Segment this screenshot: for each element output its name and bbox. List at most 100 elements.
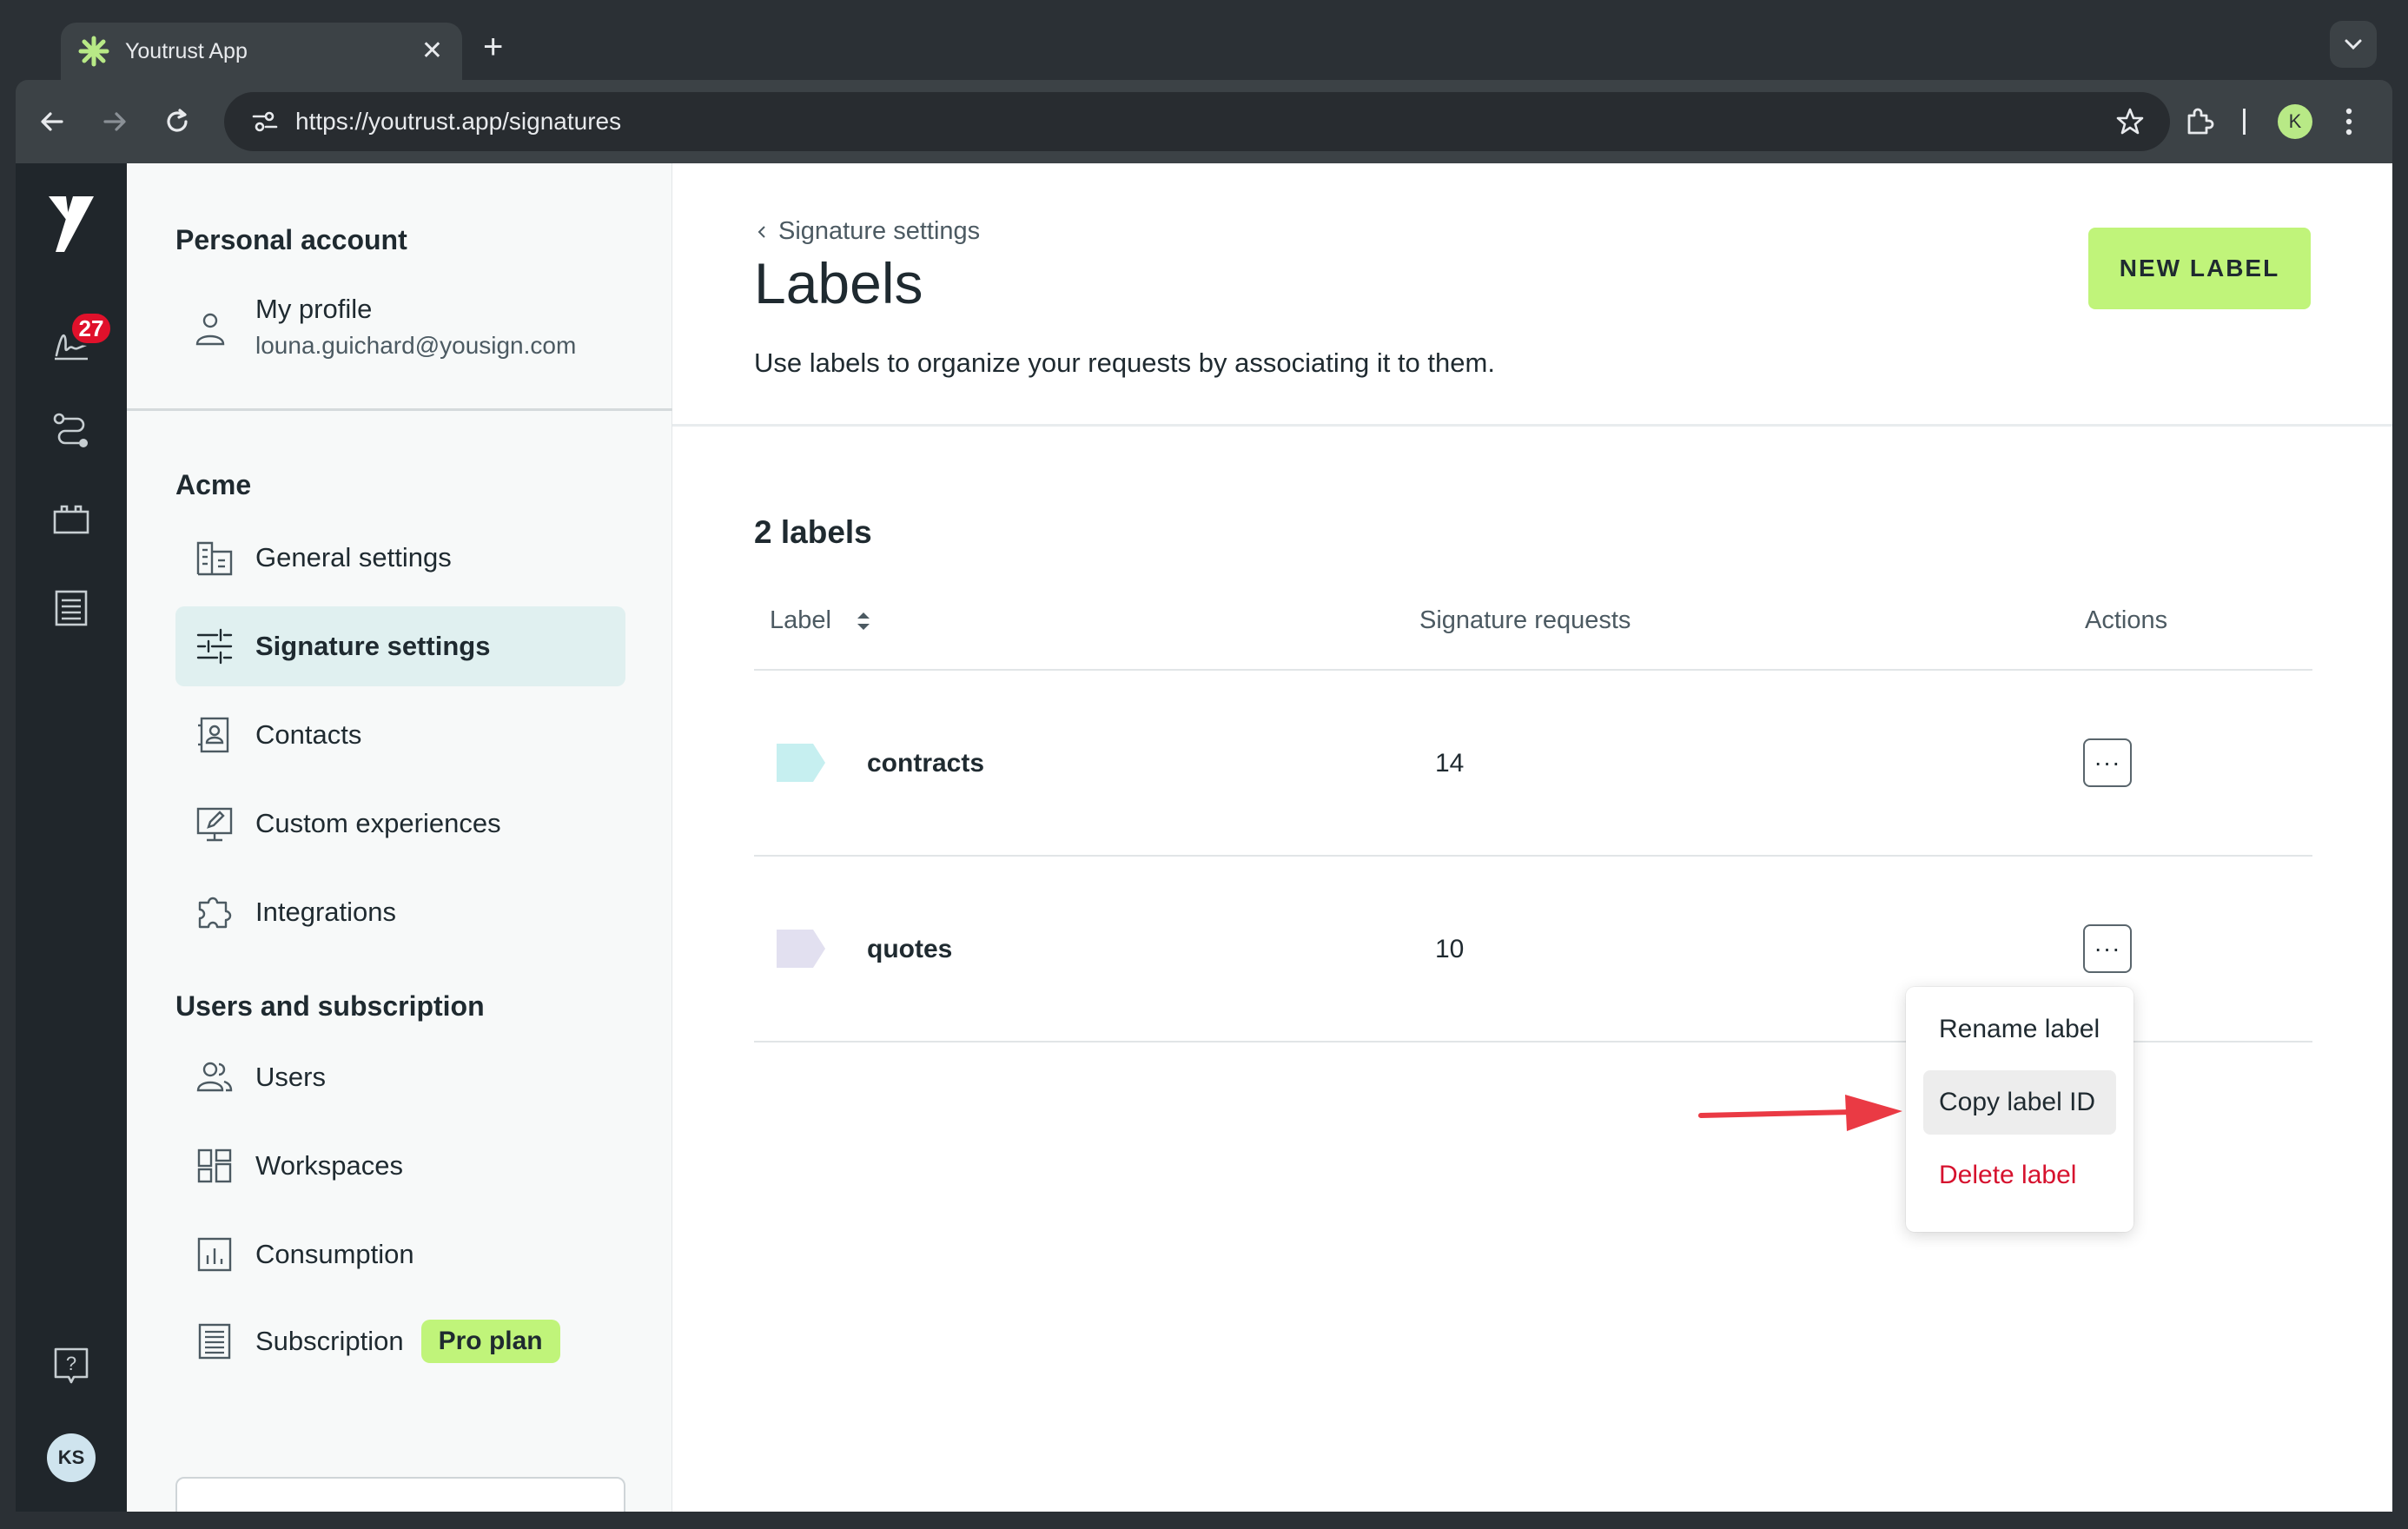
browser-menu-icon[interactable] [2344,101,2354,142]
browser-toolbar: https://youtrust.app/signatures K [16,80,2392,163]
column-header-requests: Signature requests [1419,606,1631,635]
column-label-text: Label [770,606,831,634]
sidebar-item-label: Users [255,1062,326,1092]
new-label-button[interactable]: NEW LABEL [2088,228,2311,309]
row-actions-button[interactable]: ··· [2083,924,2132,973]
label-tag-icon [777,744,825,782]
header-divider [672,424,2392,427]
svg-text:?: ? [66,1353,76,1374]
sidebar-item-workspaces[interactable]: Workspaces [175,1126,625,1206]
grid-icon [193,1144,236,1188]
receipt-icon [193,1320,236,1363]
label-name: quotes [867,935,953,963]
reload-icon[interactable] [158,103,196,141]
users-icon [193,1056,236,1099]
browser-tab-strip: Youtrust App ✕ + [0,0,2408,80]
table-divider [754,855,2312,857]
sidebar-item-contacts[interactable]: Contacts [175,695,625,775]
sidebar-item-subscription[interactable]: Subscription Pro plan [175,1301,625,1381]
browser-profile-avatar[interactable]: K [2278,104,2312,139]
youtrust-favicon-icon [78,36,109,67]
monitor-pen-icon [193,802,236,845]
templates-icon[interactable] [45,493,97,546]
bar-chart-icon [193,1233,236,1276]
forward-arrow-icon[interactable] [96,103,134,141]
column-requests-text: Signature requests [1419,606,1631,634]
sidebar-item-users[interactable]: Users [175,1037,625,1117]
contacts-icon [193,713,236,757]
sidebar-item-label: Signature settings [255,631,491,661]
bookmark-star-icon[interactable] [2114,106,2146,137]
user-icon [193,294,236,360]
new-tab-icon[interactable]: + [483,28,504,66]
profile-name: My profile [255,294,373,324]
browser-tab[interactable]: Youtrust App ✕ [61,23,462,80]
row-actions-menu: Rename label Copy label ID Delete label [1906,987,2133,1232]
sidebar-item-label: General settings [255,542,452,573]
sidebar-item-label: Workspaces [255,1150,403,1181]
sidebar-divider [127,408,672,411]
label-name: contracts [867,749,985,778]
pro-plan-badge: Pro plan [420,1320,560,1363]
puzzle-icon [193,890,236,934]
tab-search-button[interactable] [2330,21,2377,68]
copy-label-id-option[interactable]: Copy label ID [1923,1070,2116,1135]
building-icon [193,536,236,579]
annotation-arrow-icon [1698,1095,1902,1131]
column-header-label[interactable]: Label [770,606,873,635]
rename-label-option[interactable]: Rename label [1939,1015,2100,1043]
workspace-switcher[interactable] [175,1477,625,1512]
address-bar[interactable]: https://youtrust.app/signatures [224,92,2170,151]
delete-label-option[interactable]: Delete label [1939,1161,2077,1189]
chevron-down-icon [2345,39,2362,50]
table-divider [754,669,2312,671]
left-rail: 27 ? KS [16,163,127,1512]
sidebar-item-integrations[interactable]: Integrations [175,872,625,952]
toolbar-separator [2243,101,2246,142]
chevron-left-icon [757,225,765,238]
sidebar-item-general-settings[interactable]: General settings [175,518,625,598]
column-header-actions: Actions [2085,606,2167,635]
sort-icon[interactable] [854,608,873,634]
personal-account-heading: Personal account [175,224,407,255]
app-window: 27 ? KS Personal account My profile loun… [16,163,2392,1512]
row-actions-button[interactable]: ··· [2083,738,2132,787]
url-text: https://youtrust.app/signatures [295,108,622,135]
youtrust-logo-icon[interactable] [45,196,97,252]
labels-count: 2 labels [754,514,872,550]
more-horizontal-icon: ··· [2094,749,2121,776]
label-tag-icon [777,930,825,968]
org-heading: Acme [175,469,252,500]
extensions-icon[interactable] [2182,101,2215,142]
table-divider [754,1041,2312,1042]
browser-tab-title: Youtrust App [125,38,248,63]
sidebar-item-label: Subscription [255,1326,404,1356]
label-request-count: 10 [1435,935,1465,963]
sliders-icon [193,625,236,668]
profile-email: louna.guichard@yousign.com [255,332,577,359]
user-avatar[interactable]: KS [47,1433,96,1482]
sidebar-item-custom-experiences[interactable]: Custom experiences [175,784,625,864]
sidebar-item-label: Custom experiences [255,808,501,838]
back-arrow-icon[interactable] [33,103,71,141]
breadcrumb-label: Signature settings [778,217,981,245]
page-title: Labels [754,251,923,315]
column-actions-text: Actions [2085,606,2168,634]
site-settings-icon[interactable] [250,107,280,136]
users-subscription-heading: Users and subscription [175,990,485,1022]
settings-sidebar: Personal account My profile louna.guicha… [127,163,672,1512]
tab-close-icon[interactable]: ✕ [420,36,443,65]
workflow-icon[interactable] [45,405,97,457]
sidebar-item-label: Contacts [255,719,362,750]
help-icon[interactable]: ? [45,1340,97,1392]
label-request-count: 14 [1435,749,1465,778]
more-horizontal-icon: ··· [2094,935,2121,962]
breadcrumb[interactable]: Signature settings [754,217,980,246]
documents-icon[interactable] [45,582,97,634]
my-profile-link[interactable]: My profile louna.guichard@yousign.com [175,294,576,360]
signature-requests-icon[interactable] [45,316,97,368]
sidebar-item-signature-settings[interactable]: Signature settings [175,606,625,686]
sidebar-item-consumption[interactable]: Consumption [175,1215,625,1294]
page-description: Use labels to organize your requests by … [754,348,1495,378]
sidebar-item-label: Integrations [255,897,396,927]
